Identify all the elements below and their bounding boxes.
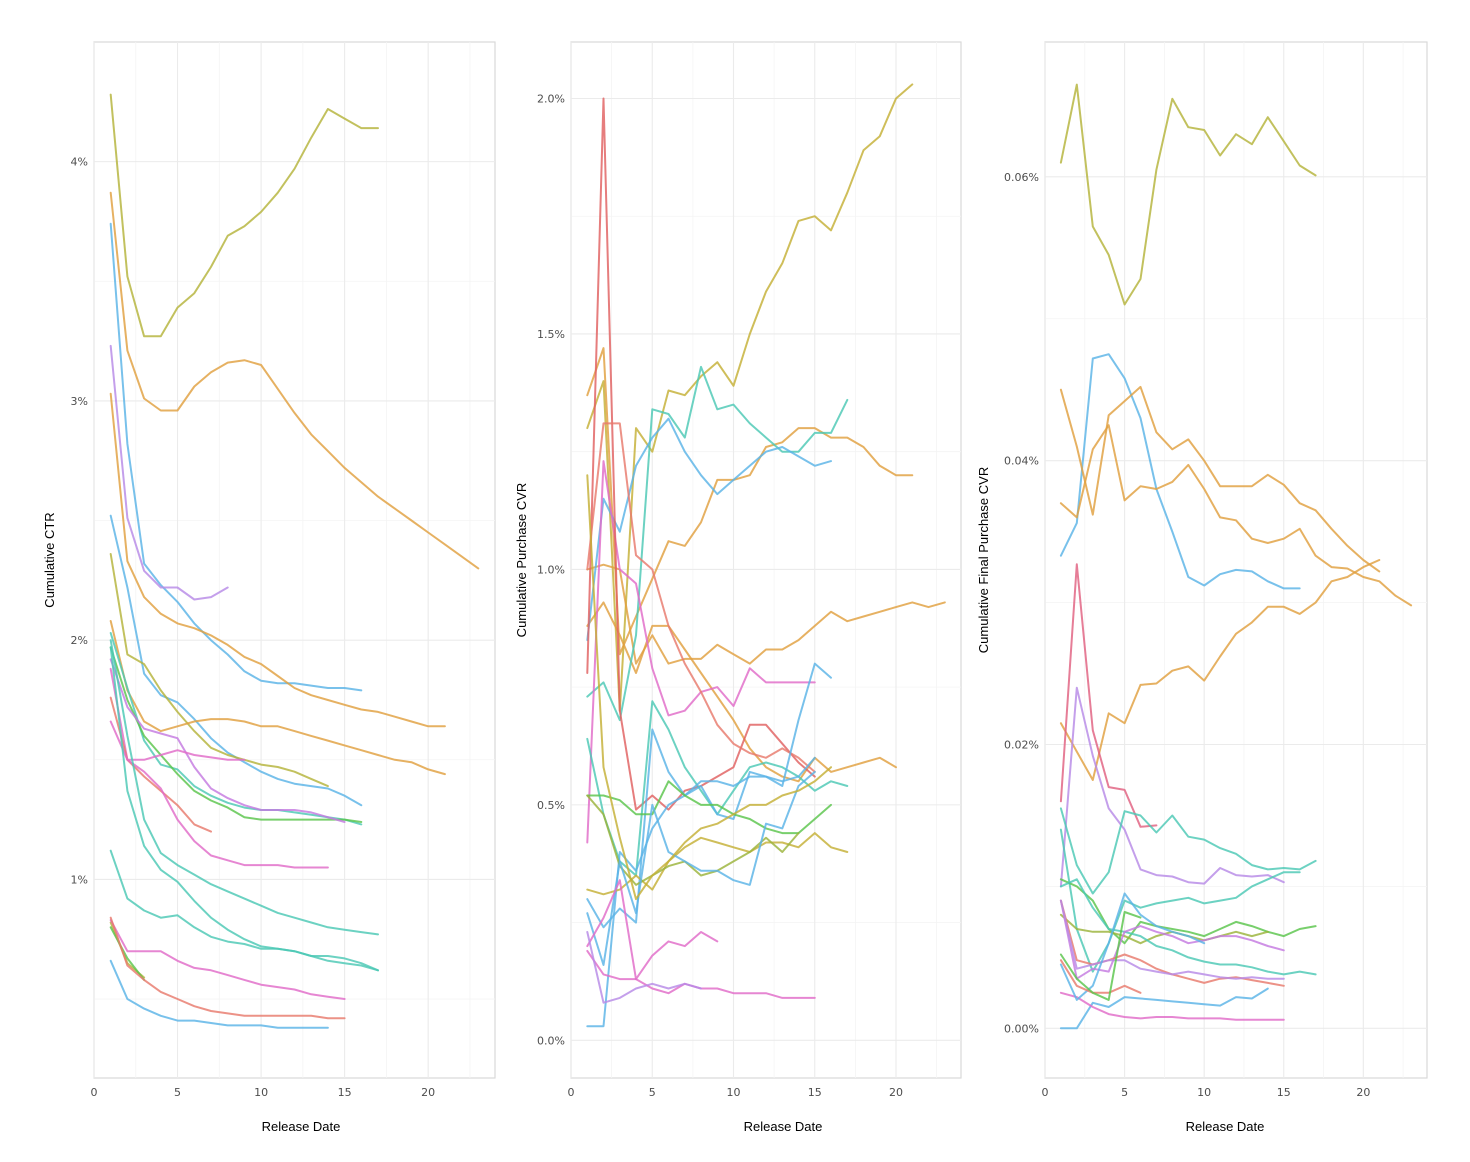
y-tick-label: 2.0%	[537, 93, 565, 106]
x-tick-label: 10	[254, 1086, 268, 1099]
series-line-ctr-10	[109, 646, 363, 823]
y-tick-label: 1%	[71, 873, 88, 886]
series-line-ctr-15	[109, 646, 379, 972]
y-tick-label: 1.0%	[537, 563, 565, 576]
plot-area-ctr	[93, 41, 496, 1079]
series-line-ctr-19	[109, 926, 146, 981]
series-line-ctr-16	[109, 849, 379, 972]
series-line-purchase-cvr-11	[586, 662, 832, 929]
series-line-final-purchase-cvr-2	[1059, 353, 1301, 590]
y-tick-label: 2%	[71, 634, 88, 647]
series-line-final-purchase-cvr-1	[1059, 83, 1317, 306]
series-line-purchase-cvr-1	[586, 83, 914, 712]
series-line-final-purchase-cvr-9	[1059, 828, 1301, 973]
series-line-ctr-1	[109, 93, 379, 338]
chart-panel-final-purchase-cvr: 0 5 10 15 20 0.00% 0.02% 0.04% 0.06% Release Date…	[976, 41, 1428, 1134]
series-line-ctr-8	[109, 620, 446, 776]
series-line-ctr-2	[109, 191, 480, 570]
y-tick-label: 0.5%	[537, 799, 565, 812]
y-tick-label: 0.06%	[1004, 171, 1039, 184]
y-tick-label: 0.0%	[537, 1034, 565, 1047]
series-line-final-purchase-cvr-16	[1059, 899, 1285, 980]
series-line-ctr-9	[109, 632, 363, 826]
series-line-final-purchase-cvr-8	[1059, 807, 1317, 895]
series-line-purchase-cvr-13	[586, 780, 832, 835]
series-line-final-purchase-cvr-20	[1059, 911, 1142, 1001]
series-line-purchase-cvr-9	[586, 422, 816, 773]
series-line-final-purchase-cvr-10	[1059, 878, 1317, 945]
series-line-ctr-4	[109, 344, 229, 601]
series-line-final-purchase-cvr-5	[1059, 559, 1381, 781]
chart-panel-ctr: 0 5 10 15 20 1% 2% 3% 4% Release Date Cumulative C…	[42, 41, 496, 1134]
series-line-final-purchase-cvr-3	[1059, 385, 1381, 573]
series-line-purchase-cvr-19	[586, 931, 702, 1004]
x-axis-title: Release Date	[1186, 1119, 1265, 1134]
series-line-purchase-cvr-16	[586, 770, 816, 966]
x-tick-label: 5	[649, 1086, 656, 1099]
x-tick-label: 20	[421, 1086, 435, 1099]
series-line-purchase-cvr-4	[586, 601, 897, 783]
series-line-final-purchase-cvr-15	[1059, 987, 1269, 1030]
x-axis-title: Release Date	[744, 1119, 823, 1134]
series-line-purchase-cvr-20	[586, 474, 832, 901]
series-line-final-purchase-cvr-12	[1059, 878, 1317, 976]
y-axis-title: Cumulative Purchase CVR	[514, 483, 529, 638]
series-line-final-purchase-cvr-18	[1059, 892, 1206, 1001]
x-tick-label: 0	[568, 1086, 575, 1099]
series-line-purchase-cvr-17	[586, 879, 719, 981]
x-tick-label: 5	[174, 1086, 181, 1099]
series-line-ctr-5	[109, 392, 446, 728]
x-tick-label: 0	[1042, 1086, 1049, 1099]
y-axis-title: Cumulative CTR	[42, 512, 57, 607]
series-line-ctr-17	[109, 639, 379, 936]
series-line-ctr-14	[109, 720, 329, 869]
x-tick-label: 10	[727, 1086, 741, 1099]
y-tick-label: 1.5%	[537, 328, 565, 341]
x-axis-title: Release Date	[262, 1119, 341, 1134]
series-line-purchase-cvr-2	[586, 347, 914, 656]
series-line-final-purchase-cvr-19	[1059, 959, 1142, 994]
y-tick-label: 0.00%	[1004, 1022, 1039, 1035]
series-line-final-purchase-cvr-17	[1059, 991, 1285, 1021]
x-tick-label: 15	[338, 1086, 352, 1099]
series-line-ctr-20	[109, 919, 346, 1000]
series-line-final-purchase-cvr-7	[1059, 686, 1285, 888]
x-tick-label: 5	[1121, 1086, 1128, 1099]
series-line-final-purchase-cvr-4	[1059, 424, 1413, 607]
series-line-ctr-21	[109, 916, 346, 1020]
series-line-purchase-cvr-6	[586, 417, 832, 642]
chart-panel-purchase-cvr: 0 5 10 15 20 0.0% 0.5% 1.0% 1.5% 2.0% Release Date…	[514, 41, 962, 1134]
x-tick-label: 20	[1356, 1086, 1370, 1099]
series-line-ctr-22	[109, 959, 329, 1029]
series-line-ctr-3	[109, 222, 363, 692]
x-tick-label: 20	[889, 1086, 903, 1099]
series-line-ctr-7	[109, 553, 329, 788]
y-tick-label: 4%	[71, 156, 88, 169]
y-tick-label: 3%	[71, 395, 88, 408]
series-line-final-purchase-cvr-6	[1059, 563, 1158, 828]
x-tick-label: 15	[1277, 1086, 1291, 1099]
series-line-ctr-11	[109, 658, 346, 823]
series-line-purchase-cvr-5	[586, 365, 849, 722]
y-axis-title: Cumulative Final Purchase CVR	[976, 467, 991, 653]
x-tick-label: 0	[91, 1086, 98, 1099]
x-tick-label: 10	[1197, 1086, 1211, 1099]
y-tick-label: 0.02%	[1004, 738, 1039, 751]
x-tick-label: 15	[808, 1086, 822, 1099]
y-tick-label: 0.04%	[1004, 455, 1039, 468]
